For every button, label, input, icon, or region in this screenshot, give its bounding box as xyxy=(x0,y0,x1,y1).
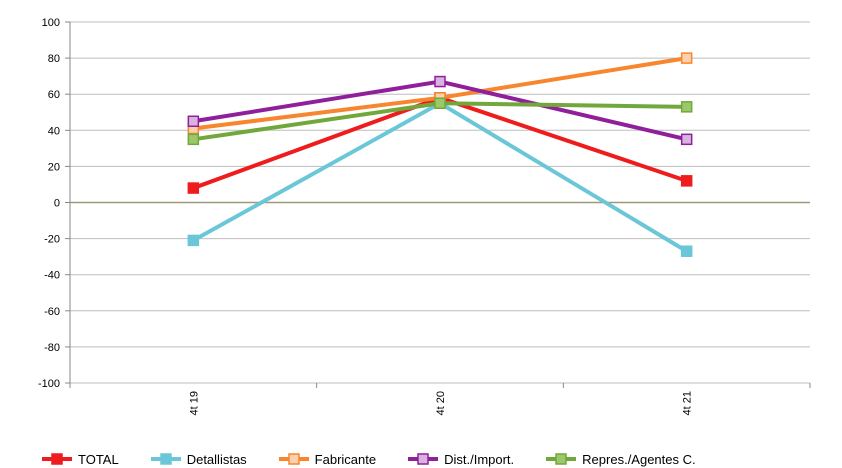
y-tick-label: 20 xyxy=(48,161,60,173)
y-tick-label: 0 xyxy=(54,198,60,210)
data-point xyxy=(434,75,446,88)
series-dist-import xyxy=(187,75,693,146)
data-point xyxy=(187,182,200,194)
y-tick-label: 100 xyxy=(42,17,60,29)
legend-swatch xyxy=(278,453,309,465)
y-tick-label: -60 xyxy=(44,306,60,318)
legend-label: Fabricante xyxy=(314,451,377,467)
series-repres-agentes-c xyxy=(187,97,693,146)
legend-swatch xyxy=(150,453,181,465)
data-point xyxy=(680,52,693,64)
data-point xyxy=(680,101,693,113)
x-tick-label: 4t 19 xyxy=(188,391,200,415)
legend-swatch xyxy=(408,453,439,465)
data-point xyxy=(680,133,693,146)
data-point xyxy=(434,97,446,109)
data-point xyxy=(680,175,693,187)
y-tick-label: 80 xyxy=(48,53,60,65)
legend-item: Fabricante xyxy=(277,452,376,467)
legend-label: Detallistas xyxy=(186,451,247,467)
data-point xyxy=(187,115,200,128)
data-point xyxy=(187,234,200,247)
x-tick-label: 4t 20 xyxy=(435,391,447,415)
legend-item: Repres./Agentes C. xyxy=(544,451,696,467)
x-tick-label: 4t 21 xyxy=(682,391,694,415)
y-tick-label: -100 xyxy=(38,378,60,390)
legend-swatch xyxy=(42,453,72,465)
y-tick-label: -40 xyxy=(44,270,60,282)
y-tick-label: 40 xyxy=(48,125,60,137)
data-point xyxy=(187,133,200,146)
y-tick-label: 60 xyxy=(48,89,60,101)
series-layer xyxy=(187,52,693,257)
y-tick-label: -20 xyxy=(44,234,60,246)
legend-item: TOTAL xyxy=(40,452,119,467)
chart-legend: TOTAL Detallistas Fabricante Dist./Import. R… xyxy=(40,450,840,468)
legend-label: Dist./Import. xyxy=(444,451,515,467)
x-axis: 4t 19 4t 20 4t 21 xyxy=(69,383,811,415)
legend-label: TOTAL xyxy=(78,451,119,467)
legend-item: Detallistas xyxy=(149,452,247,467)
series-line xyxy=(192,101,688,253)
y-axis: 100 80 60 40 20 0 -20 -40 -60 -80 -100 xyxy=(38,17,71,390)
legend-item: Dist./Import. xyxy=(406,452,514,467)
data-point xyxy=(680,245,693,257)
legend-label: Repres./Agentes C. xyxy=(582,451,696,467)
legend-swatch xyxy=(546,453,577,465)
y-tick-label: -80 xyxy=(44,342,60,354)
